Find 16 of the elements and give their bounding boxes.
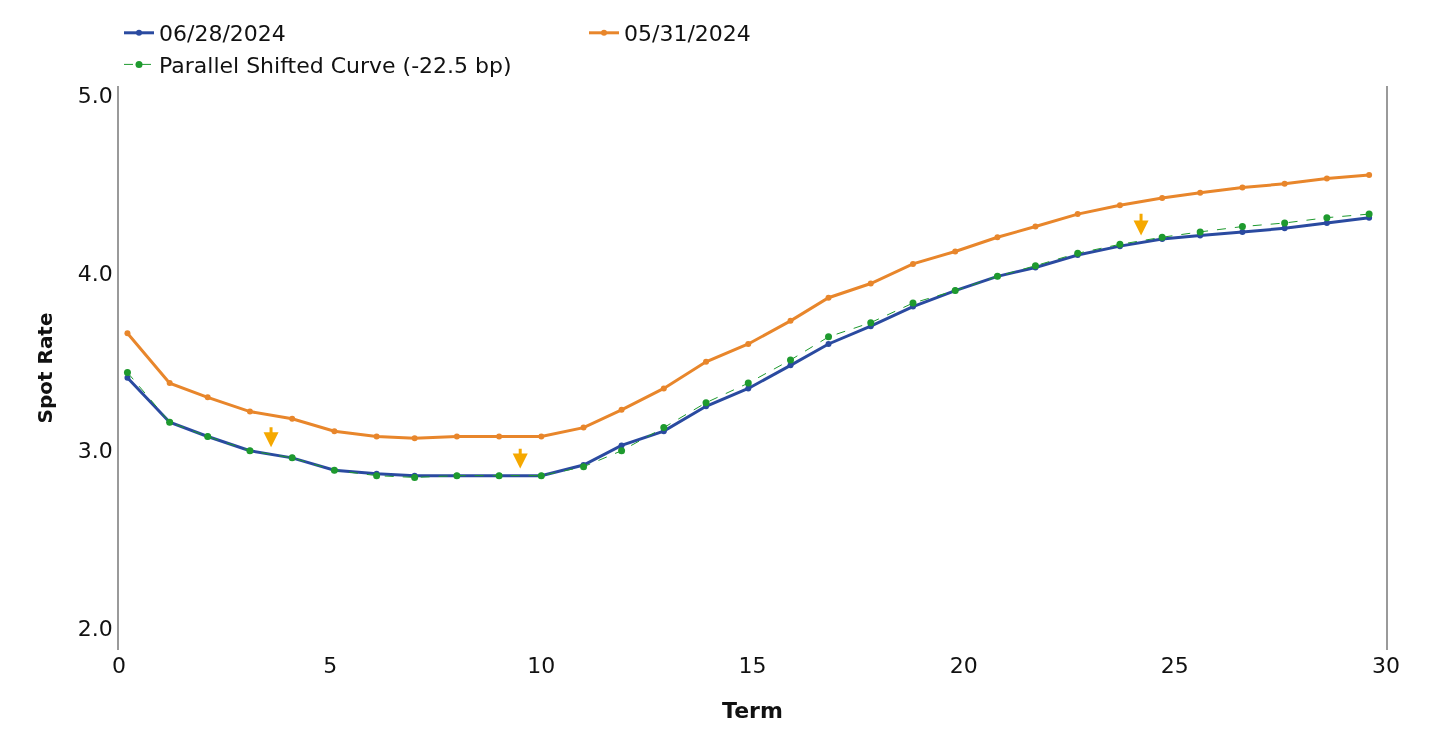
y-tick-label: 3.0: [77, 438, 113, 464]
y-tick-label: 2.0: [77, 616, 113, 642]
legend-label: 06/28/2024: [159, 21, 286, 47]
y-tick-label: 5.0: [77, 82, 113, 108]
x-tick-label: 15: [738, 653, 767, 678]
y-axis-title: Spot Rate: [32, 312, 57, 424]
legend-label: 05/31/2024: [624, 21, 751, 47]
x-tick-label: 5: [323, 653, 338, 678]
x-tick-label: 0: [112, 653, 126, 678]
x-tick-label: 25: [1160, 653, 1189, 678]
legend-label: Parallel Shifted Curve (-22.5 bp): [159, 52, 512, 78]
x-tick-label: 10: [527, 653, 556, 678]
x-tick-label: 30: [1372, 653, 1400, 678]
x-axis-title: Term: [722, 697, 783, 723]
x-tick-label: 20: [949, 653, 978, 678]
y-tick-label: 4.0: [77, 260, 113, 286]
